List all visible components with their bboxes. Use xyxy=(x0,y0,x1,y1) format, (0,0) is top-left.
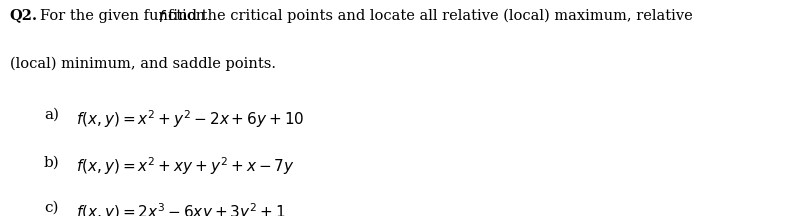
Text: c): c) xyxy=(44,201,58,215)
Text: b): b) xyxy=(44,156,60,170)
Text: (local) minimum, and saddle points.: (local) minimum, and saddle points. xyxy=(10,56,275,71)
Text: Q2.: Q2. xyxy=(10,9,38,23)
Text: a): a) xyxy=(44,108,59,122)
Text: find the critical points and locate all relative (local) maximum, relative: find the critical points and locate all … xyxy=(168,9,693,23)
Text: $f$: $f$ xyxy=(158,9,167,25)
Text: $f(x,y) = x^2 + y^2 - 2x + 6y + 10$: $f(x,y) = x^2 + y^2 - 2x + 6y + 10$ xyxy=(76,108,305,130)
Text: For the given function: For the given function xyxy=(40,9,210,23)
Text: $f(x,y) = 2x^3 - 6xy + 3y^2 + 1$: $f(x,y) = 2x^3 - 6xy + 3y^2 + 1$ xyxy=(76,201,286,216)
Text: $f(x,y) = x^2 + xy + y^2 + x - 7y$: $f(x,y) = x^2 + xy + y^2 + x - 7y$ xyxy=(76,156,294,177)
